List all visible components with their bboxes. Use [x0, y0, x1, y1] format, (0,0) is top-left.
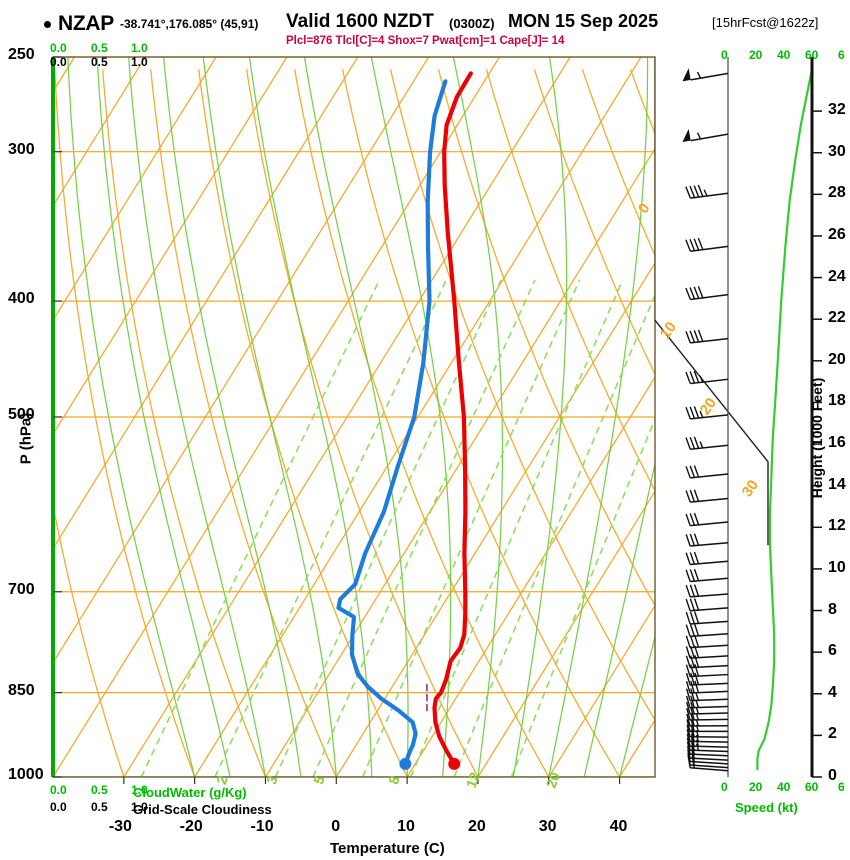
temperature-tick: -10: [250, 818, 274, 835]
station-coordinates: -38.741°,176.085° (45,91): [120, 17, 259, 31]
cloudiness-tick-top: 0.5: [91, 55, 108, 69]
speed-axis-label: Speed (kt): [735, 800, 798, 815]
height-tick: 18: [828, 392, 846, 410]
stability-indices: Plcl=876 Tlcl[C]=4 Shox=7 Pwat[cm]=1 Cap…: [286, 35, 565, 47]
speed-tick: 20: [749, 48, 763, 62]
height-tick: 28: [828, 184, 846, 202]
height-tick: 8: [828, 600, 837, 618]
height-tick: 24: [828, 267, 846, 285]
speed-tick: 6: [838, 780, 845, 794]
height-tick: 6: [828, 642, 837, 660]
height-tick: 2: [828, 725, 837, 743]
cloudiness-tick-bottom: 0.0: [50, 800, 67, 814]
cloudiness-legend-label: Grid-Scale Cloudiness: [133, 802, 272, 817]
height-tick: 32: [828, 101, 846, 119]
height-tick: 22: [828, 309, 846, 327]
cloudwater-tick-bottom: 0.5: [91, 783, 108, 797]
cloudiness-tick-bottom: 0.5: [91, 800, 108, 814]
cloudwater-tick-top: 0.0: [50, 41, 67, 55]
height-tick: 4: [828, 683, 837, 701]
temperature-tick: -30: [108, 818, 132, 835]
cloudwater-tick-top: 1.0: [131, 41, 148, 55]
forecast-tag: [15hrFcst@1622z]: [712, 15, 819, 30]
cloudiness-tick-bottom: 1.0: [131, 800, 148, 814]
temperature-tick: -20: [179, 818, 203, 835]
cloudwater-tick-bottom: 0.0: [50, 783, 67, 797]
temperature-tick: 40: [609, 818, 628, 835]
speed-tick: 40: [777, 48, 791, 62]
valid-time-zulu: (0300Z): [449, 16, 495, 31]
height-tick: 14: [828, 475, 846, 493]
cloudwater-tick-top: 0.5: [91, 41, 108, 55]
height-tick: 10: [828, 558, 846, 576]
height-tick: 20: [828, 350, 846, 368]
station-marker-icon: [44, 21, 51, 28]
speed-tick: 60: [805, 48, 819, 62]
height-tick: 30: [828, 142, 846, 160]
speed-tick: 20: [749, 780, 763, 794]
speed-tick: 6: [838, 48, 845, 62]
temperature-tick: 10: [397, 818, 415, 835]
cloudwater-tick-bottom: 1.0: [131, 783, 148, 797]
speed-tick: 0: [721, 48, 728, 62]
height-tick: 16: [828, 434, 846, 452]
height-tick: 26: [828, 225, 846, 243]
speed-tick: 60: [805, 780, 819, 794]
temperature-tick: 30: [538, 818, 557, 835]
temperature-tick: 20: [467, 818, 486, 835]
speed-tick: 0: [721, 780, 728, 794]
cloudwater-legend-label: CloudWater (g/Kg): [133, 785, 247, 800]
station-name: NZAP: [58, 12, 114, 35]
cloudiness-tick-top: 1.0: [131, 55, 148, 69]
height-axis-label: Height (1000 Feet): [809, 377, 825, 499]
speed-tick: 40: [777, 780, 791, 794]
valid-date: MON 15 Sep 2025: [508, 11, 659, 31]
cloudiness-tick-top: 0.0: [50, 55, 67, 69]
temperature-axis-label: Temperature (C): [330, 840, 445, 857]
temperature-tick: 0: [331, 818, 341, 835]
valid-time: Valid 1600 NZDT: [286, 11, 434, 32]
height-tick: 0: [828, 767, 837, 784]
height-tick: 12: [828, 517, 846, 535]
